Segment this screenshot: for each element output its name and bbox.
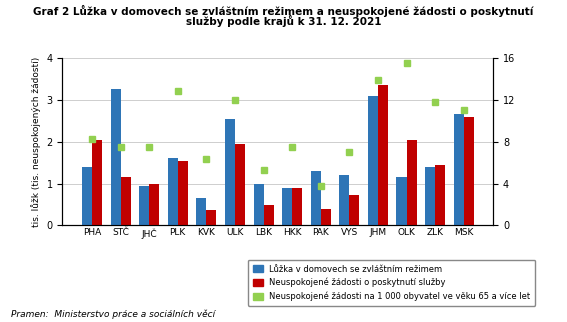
Text: Pramen:  Ministerstvo práce a sociálních věcí: Pramen: Ministerstvo práce a sociálních …: [11, 309, 215, 319]
Legend: Lůžka v domovech se zvláštním režimem, Neuspokojené žádosti o poskytnutí služby,: Lůžka v domovech se zvláštním režimem, N…: [248, 260, 535, 306]
Bar: [235, 144, 245, 225]
Bar: [311, 171, 321, 225]
Bar: [396, 177, 407, 225]
Bar: [435, 165, 445, 225]
Bar: [149, 184, 159, 225]
Text: služby podle krajů k 31. 12. 2021: služby podle krajů k 31. 12. 2021: [186, 14, 381, 27]
Bar: [82, 167, 92, 225]
Bar: [464, 117, 473, 225]
Bar: [253, 184, 264, 225]
Bar: [282, 188, 292, 225]
Bar: [321, 209, 331, 225]
Y-axis label: tis. lůžk (tis. neuspokojených žádostí): tis. lůžk (tis. neuspokojených žádostí): [31, 57, 41, 227]
Bar: [407, 140, 417, 225]
Bar: [111, 89, 121, 225]
Bar: [339, 175, 349, 225]
Bar: [139, 185, 149, 225]
Bar: [121, 177, 130, 225]
Bar: [264, 205, 273, 225]
Bar: [225, 118, 235, 225]
Bar: [378, 85, 388, 225]
Bar: [196, 198, 206, 225]
Bar: [292, 188, 302, 225]
Text: Graf 2 Lůžka v domovech se zvláštním režimem a neuspokojené žádosti o poskytnutí: Graf 2 Lůžka v domovech se zvláštním rež…: [33, 5, 534, 17]
Bar: [177, 161, 188, 225]
Bar: [425, 167, 435, 225]
Bar: [349, 195, 359, 225]
Bar: [168, 158, 177, 225]
Bar: [368, 96, 378, 225]
Bar: [206, 210, 217, 225]
Bar: [454, 115, 464, 225]
Bar: [92, 140, 102, 225]
